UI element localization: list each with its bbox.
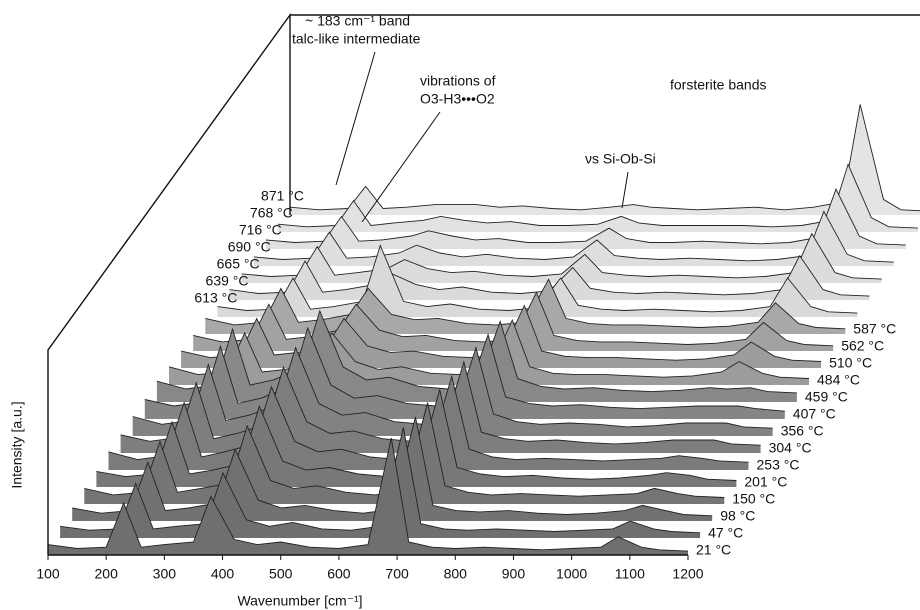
x-tick-label: 1200 <box>672 566 703 582</box>
arrow <box>621 171 629 209</box>
box-edge <box>47 12 291 555</box>
annotation: O3-H3•••O2 <box>420 91 495 107</box>
spectrum-line <box>47 437 689 552</box>
x-tick-label: 600 <box>327 566 351 582</box>
y-axis-label: Intensity [a.u.] <box>9 401 25 488</box>
series-label: 356 °C <box>781 423 824 439</box>
series-label: 871 °C <box>261 188 304 204</box>
series-label: 98 °C <box>720 508 755 524</box>
series-label: 613 °C <box>194 290 237 306</box>
annotation: νs Si-Ob-Si <box>585 151 656 167</box>
series-label: 407 °C <box>793 406 836 422</box>
annotation: ~ 183 cm⁻¹ band <box>305 13 410 29</box>
series-label: 562 °C <box>841 338 884 354</box>
x-tick-label: 200 <box>95 566 119 582</box>
series-label: 253 °C <box>757 457 800 473</box>
x-tick-label: 800 <box>444 566 468 582</box>
series-label: 484 °C <box>817 372 860 388</box>
spectrum-fill <box>48 438 688 555</box>
x-tick-label: 1100 <box>615 566 645 582</box>
spectrum-fill <box>241 233 882 283</box>
x-tick-label: 300 <box>153 566 177 582</box>
plot-area <box>47 104 920 555</box>
annotation: forsterite bands <box>670 77 767 93</box>
annotation: talc-like intermediate <box>292 31 421 47</box>
series-label: 304 °C <box>769 440 812 456</box>
series-label: 639 °C <box>206 273 249 289</box>
spectrum-fill <box>253 211 894 266</box>
spectrum-line <box>241 232 882 280</box>
series-label: 510 °C <box>829 355 872 371</box>
spectrum-fill <box>60 427 701 538</box>
x-tick-label: 400 <box>211 566 235 582</box>
series-label: 587 °C <box>853 321 896 337</box>
series-label: 665 °C <box>217 256 260 272</box>
spectrum-fill <box>265 189 906 249</box>
series-label: 21 °C <box>696 542 731 558</box>
series-label: 690 °C <box>228 239 271 255</box>
x-tick-label: 700 <box>385 566 409 582</box>
spectrum-line <box>265 188 906 246</box>
annotation: vibrations of <box>420 73 496 89</box>
x-axis-label: Wavenumber [cm⁻¹] <box>237 593 362 609</box>
series-label: 716 °C <box>239 222 282 238</box>
series-label: 150 °C <box>732 491 775 507</box>
x-tick-label: 900 <box>502 566 526 582</box>
series-label: 201 °C <box>744 474 787 490</box>
arrow <box>335 51 376 186</box>
x-tick-label: 100 <box>36 566 60 582</box>
x-tick-label: 500 <box>269 566 293 582</box>
spectrum-line <box>253 210 894 263</box>
series-label: 47 °C <box>708 525 743 541</box>
series-label: 768 °C <box>250 205 293 221</box>
arrow <box>361 111 441 223</box>
x-tick-label: 1000 <box>556 566 587 582</box>
series-label: 459 °C <box>805 389 848 405</box>
